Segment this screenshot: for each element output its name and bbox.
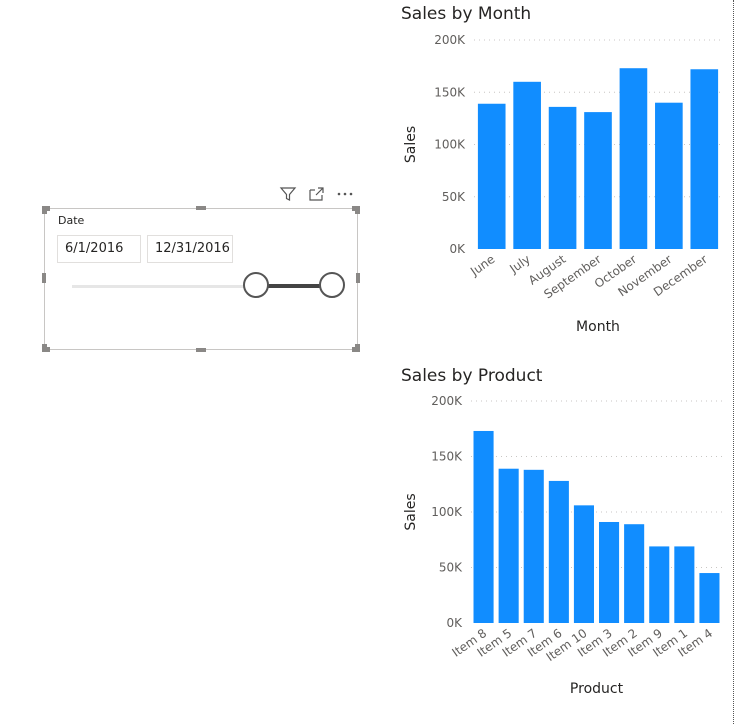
slider-selected-range (256, 284, 333, 288)
x-tick-label: July (506, 252, 533, 276)
bar (649, 546, 670, 623)
bar (674, 546, 695, 623)
filter-icon[interactable] (278, 184, 298, 204)
slicer-title: Date (58, 214, 85, 227)
resize-handle-left[interactable] (42, 273, 46, 283)
x-axis-title: Product (570, 681, 624, 697)
y-tick-label: 0K (446, 616, 463, 630)
bar (573, 505, 594, 623)
x-tick-label: December (651, 252, 710, 299)
x-tick-label: Item 5 (475, 626, 515, 660)
x-axis-title: Month (576, 319, 620, 335)
x-tick-label: Item 3 (575, 626, 615, 660)
bar (477, 103, 506, 250)
bar (619, 68, 648, 249)
resize-handle-bottom[interactable] (196, 348, 206, 352)
x-tick-label: Item 4 (675, 626, 715, 660)
chart-title-sales-by-product: Sales by Product (401, 366, 543, 386)
bar (513, 81, 541, 249)
y-axis-title: Sales (403, 126, 419, 163)
chart-title-sales-by-month: Sales by Month (401, 4, 532, 24)
x-tick-label: October (592, 252, 639, 291)
y-tick-label: 200K (434, 33, 466, 47)
bar (548, 480, 569, 623)
y-axis-title: Sales (403, 493, 419, 530)
resize-handle-br-v[interactable] (355, 344, 360, 352)
x-tick-label: August (526, 252, 569, 288)
bar (699, 573, 720, 623)
resize-handle-bl-v[interactable] (42, 344, 47, 352)
x-tick-label: November (615, 252, 674, 299)
resize-handle-top[interactable] (196, 206, 206, 210)
bar (523, 469, 544, 623)
y-tick-label: 150K (434, 85, 466, 99)
start-date-input[interactable]: 6/1/2016 (57, 235, 141, 263)
y-tick-label: 200K (431, 394, 463, 408)
resize-handle-tl-v[interactable] (42, 206, 47, 214)
x-tick-label: Item 10 (544, 626, 590, 664)
x-tick-label: Item 6 (525, 626, 565, 660)
bar (498, 468, 519, 623)
date-slicer[interactable]: Date 6/1/2016 12/31/2016 (42, 206, 360, 352)
x-tick-label: Item 8 (449, 626, 489, 660)
bar (599, 521, 620, 623)
x-tick-label: September (541, 252, 603, 302)
y-tick-label: 0K (449, 242, 466, 256)
y-tick-label: 50K (439, 561, 463, 575)
resize-handle-tr-v[interactable] (355, 206, 360, 214)
bar (690, 69, 719, 249)
bar (548, 106, 577, 249)
slider-track[interactable] (72, 285, 332, 288)
slider-end-thumb[interactable] (319, 272, 345, 298)
bar (473, 430, 494, 623)
slider-start-thumb[interactable] (243, 272, 269, 298)
x-tick-label: Item 1 (650, 626, 690, 660)
more-options-icon[interactable] (335, 184, 355, 204)
y-tick-label: 150K (431, 450, 463, 464)
x-tick-label: Item 7 (500, 626, 540, 660)
bar (624, 524, 645, 623)
bar (584, 112, 612, 249)
y-tick-label: 100K (431, 505, 463, 519)
end-date-input[interactable]: 12/31/2016 (147, 235, 233, 263)
bar (655, 102, 683, 249)
y-tick-label: 100K (434, 138, 466, 152)
page-border (733, 0, 734, 724)
y-tick-label: 50K (442, 190, 466, 204)
focus-mode-icon[interactable] (307, 184, 327, 204)
resize-handle-right[interactable] (356, 273, 360, 283)
x-tick-label: Item 2 (600, 626, 640, 660)
x-tick-label: June (467, 252, 497, 279)
visual-header-toolbar (278, 184, 358, 206)
x-tick-label: Item 9 (625, 626, 665, 660)
